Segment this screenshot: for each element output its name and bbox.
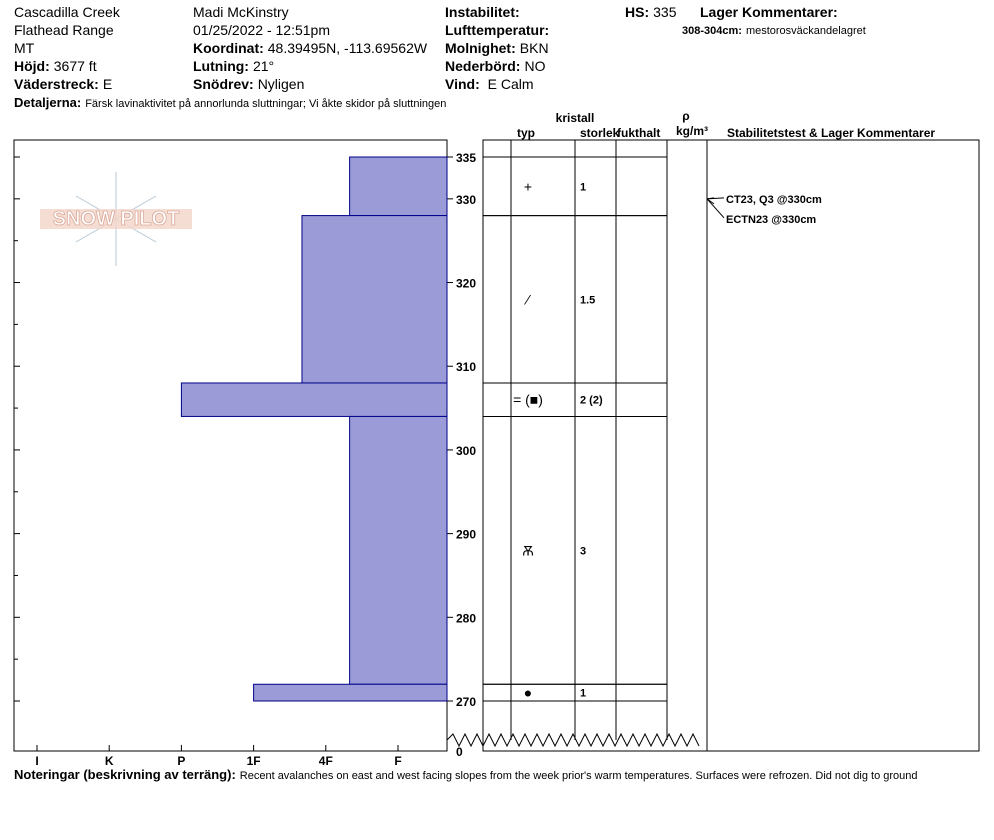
field: Detaljerna: Färsk lavinaktivitet på annor… <box>14 95 446 110</box>
logo-band <box>40 209 192 229</box>
col-header: fukthalt <box>617 126 660 140</box>
test-pointer <box>706 197 715 200</box>
zigzag <box>446 732 700 748</box>
field-value: 21° <box>253 58 274 74</box>
field-value: BKN <box>520 40 549 56</box>
field: Koordinat: 48.39495N, -113.69562W <box>193 40 428 56</box>
field-value: NO <box>524 58 545 74</box>
crystal-size: 1.5 <box>580 294 595 306</box>
field: Vind: E Calm <box>445 76 534 92</box>
column-frame <box>482 139 980 752</box>
crystal-size: 3 <box>580 545 586 557</box>
field-value: Recent avalanches on east and west facin… <box>240 770 918 782</box>
field-value: Cascadilla Creek <box>14 4 121 20</box>
depth-tick-label: 280 <box>456 611 476 625</box>
field-value: E <box>103 76 112 92</box>
field-value: MT <box>14 40 35 56</box>
field: Höjd: 3677 ft <box>14 58 97 74</box>
layer-comments-title: Lager Kommentarer: <box>700 4 838 20</box>
hardness-tick-label: K <box>105 754 114 768</box>
hardness-tick-label: 1F <box>247 754 261 768</box>
field-label: Vind: <box>445 76 480 92</box>
test-pointer <box>706 198 715 205</box>
field: Väderstreck: E <box>14 76 112 92</box>
field-label: 308-304cm: <box>682 25 742 37</box>
depth-tick-label: 320 <box>456 277 476 291</box>
col-header: ρ <box>682 109 689 123</box>
field: Molnighet: BKN <box>445 40 549 56</box>
field: Lufttemperatur: <box>445 22 549 38</box>
field: Instabilitet: <box>445 4 520 20</box>
crystal-form: Ѫ <box>522 542 534 558</box>
field: Madi McKinstry <box>193 4 289 20</box>
field: MT <box>14 40 35 56</box>
field-label: Molnighet: <box>445 40 516 56</box>
col-header: kg/m³ <box>676 124 708 138</box>
field-value: Flathead Range <box>14 22 114 38</box>
field: 01/25/2022 - 12:51pm <box>193 22 330 38</box>
field-label: Lutning: <box>193 58 249 74</box>
field-value: 48.39495N, -113.69562W <box>268 40 428 56</box>
hardness-tick-label: F <box>394 754 401 768</box>
depth-tick-label: 330 <box>456 193 476 207</box>
field: Snödrev: Nyligen <box>193 76 304 92</box>
field-value: 3677 ft <box>54 58 97 74</box>
crystal-form: = (■) <box>513 392 543 408</box>
field-label: Höjd: <box>14 58 50 74</box>
hardness-bar <box>180 382 448 417</box>
crystal-form: + <box>524 178 532 194</box>
field-label: Koordinat: <box>193 40 264 56</box>
field-label: Noteringar (beskrivning av terräng): <box>14 767 236 782</box>
field-label: HS: <box>625 4 649 20</box>
field: HS: 335 <box>625 4 677 20</box>
field-value: mestorosväckandelagret <box>746 25 866 37</box>
field-value: Nyligen <box>258 76 305 92</box>
field-label: Instabilitet: <box>445 4 520 20</box>
depth-tick-label: 335 <box>456 151 476 165</box>
field-label: Nederbörd: <box>445 58 520 74</box>
hardness-bar <box>253 683 448 702</box>
field-value: E Calm <box>484 76 534 92</box>
crystal-size: 1 <box>580 688 586 700</box>
depth-tick-label: 290 <box>456 528 476 542</box>
depth-tick-label: 270 <box>456 695 476 709</box>
field: 308-304cm: mestorosväckandelagret <box>682 25 866 37</box>
crystal-form: ● <box>524 685 532 701</box>
field-label: Detaljerna: <box>14 95 81 110</box>
field-value: 01/25/2022 - 12:51pm <box>193 22 330 38</box>
depth-tick-label: 310 <box>456 360 476 374</box>
hardness-bar <box>301 215 448 384</box>
col-header: Stabilitetstest & Lager Kommentarer <box>727 126 935 140</box>
field: Noteringar (beskrivning av terräng): Rece… <box>14 767 918 782</box>
field-value: 335 <box>653 4 677 20</box>
field-label: Lufttemperatur: <box>445 22 549 38</box>
field: Flathead Range <box>14 22 114 38</box>
logo: SNOW PILOT <box>40 172 192 266</box>
field-label: Väderstreck: <box>14 76 99 92</box>
field: Lutning: 21° <box>193 58 274 74</box>
col-header: typ <box>517 126 535 140</box>
hardness-tick-label: I <box>35 754 38 768</box>
ground-label: 0 <box>456 745 463 759</box>
stability-test: CT23, Q3 @330cm <box>726 194 822 206</box>
hardness-bar <box>349 415 448 685</box>
stability-test: ECTN23 @330cm <box>726 214 816 226</box>
depth-tick-label: 300 <box>456 444 476 458</box>
field: Nederbörd: NO <box>445 58 546 74</box>
crystal-size: 2 (2) <box>580 395 603 407</box>
hardness-tick-label: 4F <box>319 754 333 768</box>
crystal-form: ⁄ <box>524 291 532 307</box>
field-value: Madi McKinstry <box>193 4 289 20</box>
field: Cascadilla Creek <box>14 4 121 20</box>
hardness-tick-label: P <box>177 754 185 768</box>
hardness-bar <box>349 156 448 217</box>
col-header: storlek <box>580 126 620 140</box>
col-header: kristall <box>556 111 595 125</box>
field-label: Snödrev: <box>193 76 254 92</box>
test-pointer <box>706 198 725 219</box>
crystal-size: 1 <box>580 181 586 193</box>
field-value: Färsk lavinaktivitet på annorlunda slutt… <box>85 98 446 110</box>
logo-text: SNOW PILOT <box>53 208 180 230</box>
